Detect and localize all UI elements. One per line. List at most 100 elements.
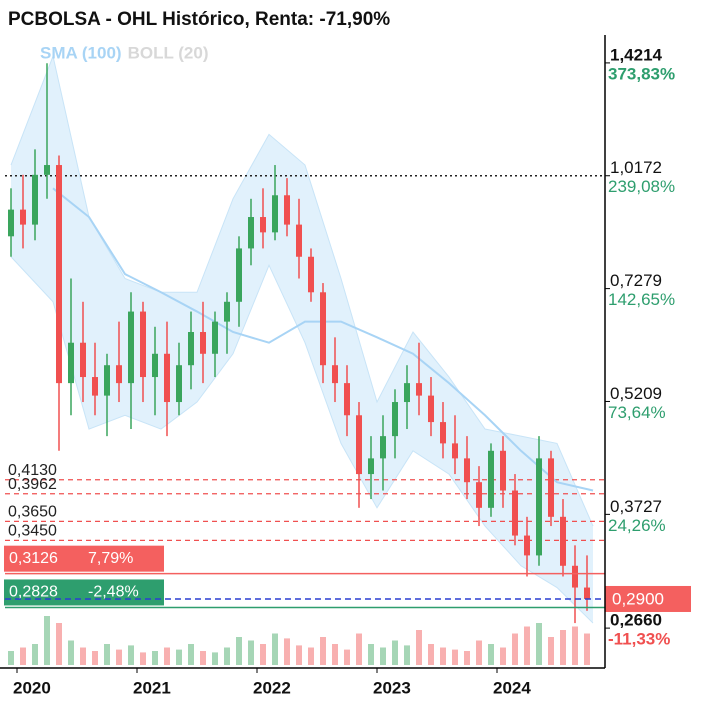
y-tick-change: -11,33% [608,630,670,649]
volume-bar [356,633,362,665]
candle-body [260,217,266,233]
candle-body [140,311,146,378]
volume-bar [248,640,254,665]
volume-bar [20,647,26,665]
candle-body [320,292,326,366]
volume-bar [584,633,590,665]
volume-bar [8,651,14,665]
candle-body [248,217,254,249]
candle-body [452,443,458,459]
volume-bar [56,623,62,665]
volume-bar [224,647,230,665]
volume-bar [128,645,134,665]
volume-bar [260,644,266,665]
y-tick-label: 0,3727 [610,497,662,516]
candle-body [416,383,422,396]
volume-bar [572,626,578,665]
candle-body [188,332,194,366]
x-tick-label: 2022 [253,678,291,697]
candle-body [476,482,482,508]
chart-title: PCBOLSA - OHL Histórico, Renta: -71,90% [8,9,390,30]
y-tick-change: 73,64% [608,403,666,422]
level-label: 0,3962 [8,476,57,493]
candle-body [572,565,578,588]
candle-body [356,415,362,475]
candle-body [332,365,338,384]
x-tick-label: 2024 [493,678,531,697]
candle-body [368,458,374,475]
volume-bar [140,652,146,665]
y-tick-label: 0,5209 [610,384,662,403]
volume-bar [500,647,506,665]
y-tick-label: 0,2660 [610,611,662,630]
candle-body [56,165,62,384]
volume-bar [512,633,518,665]
volume-bar [80,647,86,665]
volume-bar [272,633,278,665]
volume-bar [296,645,302,665]
level-label: 0,4130 [8,462,57,479]
bollinger-band [11,56,593,624]
candle-body [128,311,134,384]
legend-entry: SMA (100) [40,43,122,62]
title-box [4,5,604,35]
volume-bar [212,652,218,665]
candle-body [224,301,230,322]
candle-body [272,195,278,233]
volume-bar [392,640,398,665]
volume-bar [152,651,158,665]
candle-body [512,490,518,536]
candle-body [488,450,494,508]
candle-body [176,365,182,403]
candle-body [68,342,74,384]
volume-bar [404,645,410,665]
volume-bar [560,630,566,665]
volume-bar [548,637,554,665]
marker-label: 0,3126 [9,550,58,567]
volume-bar [416,630,422,665]
candle-body [560,516,566,566]
volume-bar [332,644,338,665]
candle-body [536,458,542,556]
volume-bar [476,640,482,665]
volume-bar [488,644,494,665]
volume-bar [464,651,470,665]
volume-bar [68,640,74,665]
volume-bar [344,649,350,665]
volume-bar [284,638,290,665]
x-tick-label: 2023 [373,678,411,697]
candle-body [212,321,218,354]
candle-body [500,450,506,491]
bollinger-upper [10,54,594,527]
volume-bar [380,647,386,665]
candle-body [8,209,14,237]
x-tick-label: 2020 [13,678,51,697]
candle-body [284,195,290,225]
candle-body [200,332,206,354]
marker-change: 7,79% [88,550,133,567]
candle-body [116,365,122,384]
candle-body [464,458,470,483]
candle-body [440,422,446,444]
x-tick-label: 2021 [133,678,171,697]
volume-bar [428,644,434,665]
y-tick-label: 0,7279 [610,271,662,290]
y-tick-label: 1,4214 [610,45,663,64]
volume-bar [200,651,206,665]
level-label: 0,3450 [8,523,57,540]
marker-change: -2,48% [88,584,139,601]
volume-bar [236,637,242,665]
volume-bar [32,644,38,665]
candle-body [308,256,314,293]
candle-body [80,342,86,378]
y-tick-change: 373,83% [608,64,675,83]
volume-bar [368,644,374,665]
last-price-box [605,585,691,612]
volume-bar [104,644,110,665]
marker-box [4,545,164,572]
y-tick-label: 1,0172 [610,158,662,177]
legend-entry: BOLL (20) [128,43,209,62]
volume-bar [452,649,458,665]
candle-body [164,353,170,403]
